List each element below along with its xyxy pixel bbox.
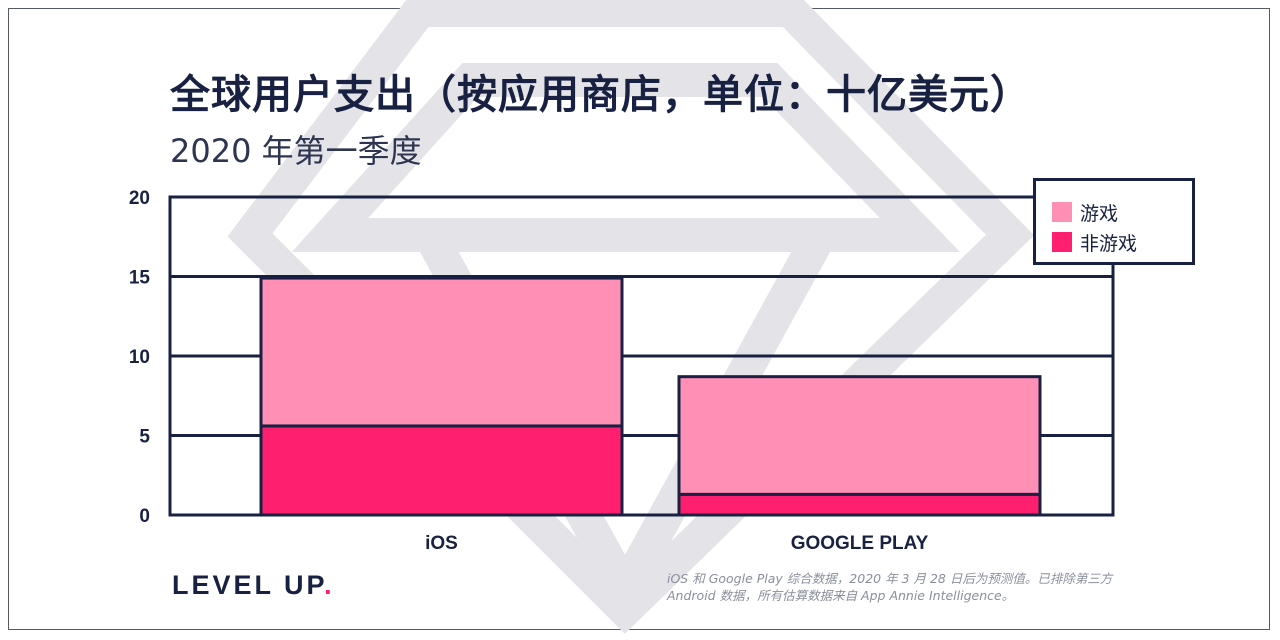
footnote-line-1: iOS 和 Google Play 综合数据，2020 年 3 月 28 日后为… [667, 571, 1113, 586]
bar-google-play-game [677, 375, 1042, 496]
x-tick-label-ios: iOS [425, 533, 458, 554]
bar-google-play-nongame [677, 492, 1042, 517]
y-tick-label-10: 10 [129, 347, 150, 368]
legend-swatch-game [1052, 202, 1072, 222]
legend-item-game: 游戏 [1052, 197, 1192, 227]
bar-ios-nongame [259, 424, 624, 517]
legend-label-game: 游戏 [1080, 202, 1119, 225]
y-tick-label-20: 20 [129, 188, 150, 209]
slide-frame [8, 8, 1270, 630]
logo-dot: . [324, 570, 335, 600]
legend-label-nongame: 非游戏 [1080, 232, 1138, 255]
x-tick-label-google-play: GOOGLE PLAY [791, 533, 929, 554]
plot-area-border [168, 195, 1115, 517]
y-tick-label-15: 15 [129, 268, 151, 289]
chart-legend: 游戏 非游戏 [1033, 178, 1195, 265]
y-tick-label-5: 5 [139, 427, 150, 448]
legend-item-nongame: 非游戏 [1052, 227, 1192, 257]
footnote-line-2: Android 数据，所有估算数据来自 App Annie Intelligen… [667, 588, 1015, 603]
bar-ios-game [259, 276, 624, 428]
legend-swatch-nongame [1052, 232, 1072, 252]
level-up-logo: LEVEL UP. [172, 570, 335, 601]
y-tick-label-0: 0 [139, 506, 150, 527]
chart-title: 全球用户支出（按应用商店，单位：十亿美元） [170, 72, 1031, 118]
chart-subtitle: 2020 年第一季度 [170, 132, 422, 170]
footnote: iOS 和 Google Play 综合数据，2020 年 3 月 28 日后为… [667, 570, 1187, 604]
logo-text: LEVEL UP [172, 570, 325, 600]
